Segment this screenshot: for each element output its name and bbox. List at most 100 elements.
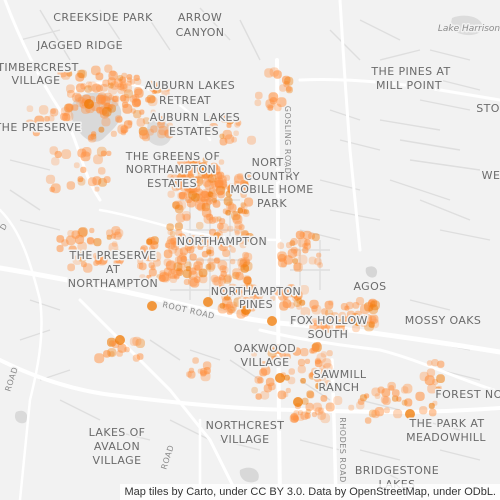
data-point — [212, 276, 222, 286]
data-point — [247, 135, 256, 145]
data-point — [63, 111, 74, 122]
data-point — [121, 127, 127, 134]
data-point — [207, 261, 216, 270]
data-point — [213, 232, 221, 240]
data-point — [371, 387, 381, 397]
data-point — [67, 263, 75, 272]
data-point — [220, 239, 228, 247]
label-mossy-oaks: MOSSY OAKS — [405, 314, 482, 327]
data-point — [327, 315, 337, 325]
data-point — [163, 129, 171, 137]
data-point — [129, 337, 139, 346]
label-the-pines-at: THE PINES AT — [370, 65, 450, 78]
data-point — [80, 166, 87, 173]
data-point — [198, 164, 205, 172]
data-point — [356, 401, 365, 410]
data-point — [66, 181, 76, 190]
data-point — [126, 74, 133, 80]
data-point — [159, 270, 166, 277]
data-point — [226, 122, 232, 128]
data-point — [233, 130, 239, 136]
data-point — [106, 229, 114, 237]
data-point — [146, 80, 154, 87]
data-point — [219, 242, 229, 252]
data-point — [201, 250, 209, 258]
data-point — [252, 297, 262, 308]
data-point — [242, 184, 250, 192]
data-point — [120, 93, 130, 103]
data-point — [111, 99, 119, 107]
data-point — [174, 181, 183, 190]
data-point — [174, 256, 183, 264]
data-point — [355, 297, 365, 306]
data-point — [218, 159, 225, 165]
data-point — [132, 354, 140, 362]
data-point — [110, 81, 119, 90]
greens-lake-water — [146, 120, 172, 146]
data-point — [174, 204, 184, 214]
data-point — [166, 260, 176, 271]
data-point — [78, 97, 85, 104]
data-point — [117, 75, 124, 81]
data-point — [301, 397, 309, 405]
data-point — [297, 414, 305, 421]
data-point — [26, 105, 34, 112]
data-point — [326, 350, 333, 357]
data-point — [87, 237, 95, 246]
data-point — [269, 67, 279, 77]
data-point — [346, 301, 354, 310]
data-point — [110, 130, 117, 137]
data-point — [148, 268, 157, 277]
data-point — [86, 237, 94, 245]
label-northampton: NORTHAMPTON — [177, 235, 267, 248]
data-point — [207, 174, 217, 183]
data-point — [89, 227, 95, 234]
data-point — [315, 382, 322, 390]
data-point — [95, 72, 104, 81]
data-point — [211, 193, 218, 200]
data-point — [51, 157, 60, 166]
data-point — [244, 259, 250, 266]
data-point — [153, 258, 161, 267]
data-point — [205, 263, 212, 270]
data-point — [214, 257, 221, 264]
data-point — [343, 316, 350, 323]
data-point — [308, 232, 315, 240]
data-point — [172, 240, 180, 248]
data-point — [374, 407, 384, 417]
data-point — [277, 242, 285, 249]
data-point — [368, 298, 378, 308]
data-point — [102, 107, 112, 117]
data-point — [119, 81, 128, 90]
data-point — [306, 390, 314, 398]
data-point — [93, 238, 102, 247]
data-point — [67, 90, 75, 98]
data-point — [317, 411, 326, 420]
data-point — [201, 189, 211, 199]
data-point — [241, 231, 249, 238]
data-point — [95, 258, 102, 265]
data-point — [223, 294, 230, 301]
data-point — [313, 320, 319, 326]
data-point — [267, 105, 274, 111]
data-point — [325, 324, 334, 332]
data-point — [177, 233, 186, 242]
map-attribution[interactable]: Map tiles by Carto, under CC BY 3.0. Dat… — [120, 484, 500, 500]
data-point — [311, 367, 319, 375]
data-point — [183, 279, 190, 285]
data-point — [314, 257, 322, 266]
data-point — [300, 307, 311, 317]
label-we: WE — [482, 169, 500, 182]
data-point — [163, 83, 171, 92]
data-point — [84, 85, 92, 93]
data-point — [144, 253, 153, 262]
data-point — [129, 95, 138, 103]
label-lakes-of: LAKES OF — [89, 426, 146, 439]
label-lake-harrison: Lake Harrison — [438, 24, 500, 34]
data-point — [369, 318, 380, 329]
data-point — [64, 103, 73, 113]
data-point — [235, 272, 244, 281]
data-point — [147, 253, 154, 260]
